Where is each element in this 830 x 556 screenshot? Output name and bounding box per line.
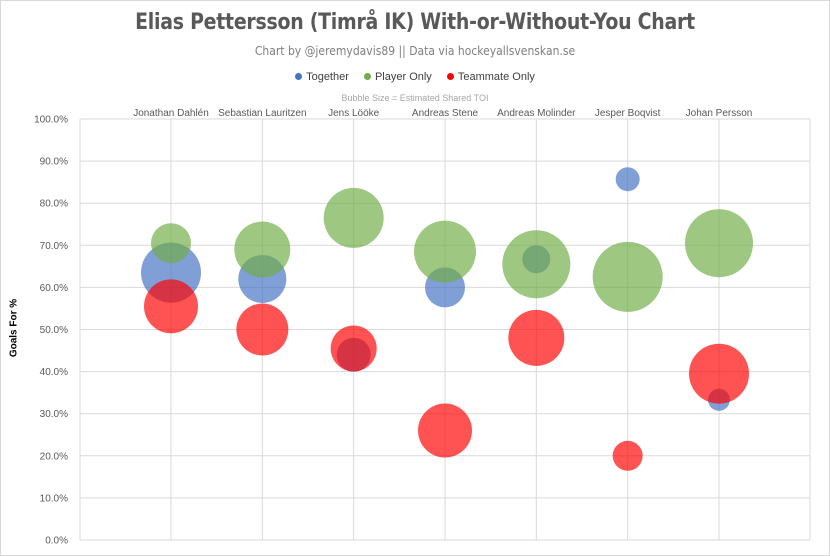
y-tick-label: 20.0% — [40, 451, 68, 462]
y-tick-label: 100.0% — [34, 115, 68, 126]
bubble-player-only-jonathan-dahlen — [151, 223, 191, 264]
legend-marker-teammate-only — [446, 73, 454, 80]
x-category-label-jonathan-dahlen: Jonathan Dahlén — [133, 108, 209, 119]
chart-title: Elias Pettersson (Timrå IK) With-or-With… — [135, 10, 695, 35]
x-category-label-sebastian-lauritzen: Sebastian Lauritzen — [218, 108, 306, 119]
bubble-teammate-only-jens-looke — [330, 325, 377, 372]
y-tick-label: 10.0% — [40, 493, 68, 504]
bubble-player-only-jesper-boqvist — [592, 241, 663, 312]
bubble-teammate-only-andreas-stene — [418, 403, 472, 458]
x-category-label-andreas-stene: Andreas Stene — [412, 108, 479, 119]
y-tick-label: 90.0% — [40, 157, 68, 168]
legend: Together Player Only Teammate Only — [0, 71, 830, 83]
y-tick-label: 70.0% — [40, 241, 68, 252]
legend-item-together[interactable]: Together — [295, 71, 349, 83]
legend-marker-together — [295, 73, 303, 80]
bubble-teammate-only-johan-persson — [689, 343, 749, 404]
bubble-player-only-andreas-molinder — [502, 230, 571, 299]
y-tick-label: 60.0% — [40, 283, 68, 294]
y-tick-label: 80.0% — [40, 199, 68, 210]
bubble-size-note: Bubble Size = Estimated Shared TOI — [341, 93, 489, 103]
bubble-player-only-sebastian-lauritzen — [234, 221, 291, 278]
legend-item-player-only[interactable]: Player Only — [363, 71, 432, 83]
bubble-together-jesper-boqvist — [615, 167, 640, 192]
x-category-label-andreas-molinder: Andreas Molinder — [497, 108, 576, 119]
legend-marker-player-only — [363, 73, 371, 80]
chart-subtitle: Chart by @jeremydavis89 || Data via hock… — [254, 44, 576, 58]
bubble-teammate-only-andreas-molinder — [508, 309, 565, 366]
legend-label-teammate-only: Teammate Only — [457, 71, 535, 83]
bubble-player-only-andreas-stene — [414, 220, 476, 283]
bubble-teammate-only-jonathan-dahlen — [144, 279, 198, 334]
y-tick-label: 0.0% — [45, 536, 68, 547]
x-category-label-johan-persson: Johan Persson — [686, 108, 753, 119]
x-category-label-jens-looke: Jens Lööke — [328, 108, 380, 119]
bubble-player-only-johan-persson — [685, 209, 753, 278]
y-tick-label: 30.0% — [40, 409, 68, 420]
legend-item-teammate-only[interactable]: Teammate Only — [446, 71, 535, 83]
y-tick-label: 40.0% — [40, 367, 68, 378]
y-tick-label: 50.0% — [40, 325, 68, 336]
bubble-teammate-only-jesper-boqvist — [612, 440, 643, 471]
legend-label-together: Together — [306, 71, 349, 83]
x-category-label-jesper-boqvist: Jesper Boqvist — [595, 108, 661, 119]
bubble-player-only-jens-looke — [323, 187, 384, 248]
bubble-teammate-only-sebastian-lauritzen — [236, 303, 289, 356]
legend-label-player-only: Player Only — [374, 71, 432, 83]
